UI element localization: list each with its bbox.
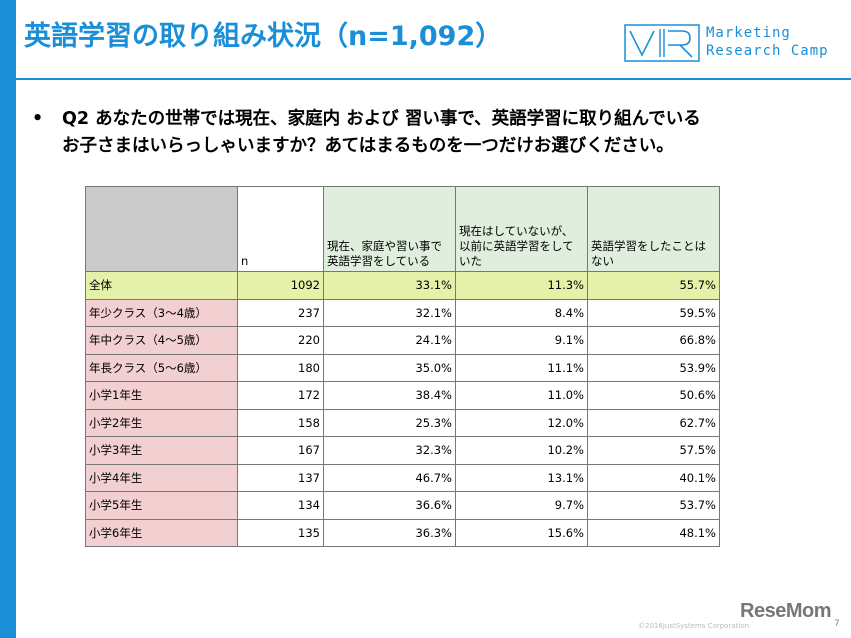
cell-never-learned: 50.6% bbox=[587, 381, 720, 410]
table-row: 小学6年生 135 36.3% 15.6% 48.1% bbox=[85, 518, 720, 547]
cell-never-learned: 40.1% bbox=[587, 463, 720, 492]
cell-currently-learning: 36.3% bbox=[323, 518, 456, 547]
cell-previously-learned: 11.3% bbox=[455, 271, 588, 300]
cell-never-learned: 48.1% bbox=[587, 518, 720, 547]
question-line-2: お子さまはいらっしゃいますか？あてはまるものを一つだけお選びください。 bbox=[62, 136, 674, 156]
row-label: 小学4年生 bbox=[85, 463, 238, 492]
cell-currently-learning: 32.1% bbox=[323, 298, 456, 327]
cell-currently-learning: 33.1% bbox=[323, 271, 456, 300]
cell-n: 220 bbox=[237, 326, 324, 355]
mrc-logo-icon bbox=[624, 24, 700, 62]
table-row: 年少クラス（3～4歳） 237 32.1% 8.4% 59.5% bbox=[85, 298, 720, 327]
row-label: 全体 bbox=[85, 271, 238, 300]
table-row: 小学3年生 167 32.3% 10.2% 57.5% bbox=[85, 436, 720, 465]
cell-currently-learning: 32.3% bbox=[323, 436, 456, 465]
cell-previously-learned: 12.0% bbox=[455, 408, 588, 437]
row-label: 小学6年生 bbox=[85, 518, 238, 547]
cell-n: 172 bbox=[237, 381, 324, 410]
header-n: n bbox=[237, 186, 324, 272]
row-label: 年少クラス（3～4歳） bbox=[85, 298, 238, 327]
left-accent-bar bbox=[0, 0, 16, 638]
cell-previously-learned: 15.6% bbox=[455, 518, 588, 547]
cell-never-learned: 53.9% bbox=[587, 353, 720, 382]
cell-previously-learned: 13.1% bbox=[455, 463, 588, 492]
row-label: 小学2年生 bbox=[85, 408, 238, 437]
cell-currently-learning: 46.7% bbox=[323, 463, 456, 492]
table-row-total: 全体 1092 33.1% 11.3% 55.7% bbox=[85, 271, 720, 300]
row-label: 小学5年生 bbox=[85, 491, 238, 520]
cell-never-learned: 66.8% bbox=[587, 326, 720, 355]
table-header-row: n 現在、家庭や習い事で英語学習をしている 現在はしていないが、以前に英語学習を… bbox=[85, 186, 720, 272]
row-label: 小学3年生 bbox=[85, 436, 238, 465]
page-number: 7 bbox=[834, 619, 840, 629]
table-row: 小学5年生 134 36.6% 9.7% 53.7% bbox=[85, 491, 720, 520]
header-currently-learning: 現在、家庭や習い事で英語学習をしている bbox=[323, 186, 456, 272]
cell-never-learned: 57.5% bbox=[587, 436, 720, 465]
cell-currently-learning: 35.0% bbox=[323, 353, 456, 382]
cell-previously-learned: 11.1% bbox=[455, 353, 588, 382]
row-label: 年長クラス（5～6歳） bbox=[85, 353, 238, 382]
header-previously-learned: 現在はしていないが、以前に英語学習をしていた bbox=[455, 186, 588, 272]
cell-currently-learning: 38.4% bbox=[323, 381, 456, 410]
cell-previously-learned: 9.7% bbox=[455, 491, 588, 520]
cell-n: 237 bbox=[237, 298, 324, 327]
results-table: n 現在、家庭や習い事で英語学習をしている 現在はしていないが、以前に英語学習を… bbox=[85, 186, 720, 547]
table-row: 小学4年生 137 46.7% 13.1% 40.1% bbox=[85, 463, 720, 492]
cell-currently-learning: 25.3% bbox=[323, 408, 456, 437]
table-row: 小学1年生 172 38.4% 11.0% 50.6% bbox=[85, 381, 720, 410]
resemom-watermark: ReseMom bbox=[740, 600, 831, 622]
table-row: 小学2年生 158 25.3% 12.0% 62.7% bbox=[85, 408, 720, 437]
bullet-marker: • bbox=[32, 109, 44, 129]
cell-never-learned: 53.7% bbox=[587, 491, 720, 520]
table-row: 年長クラス（5～6歳） 180 35.0% 11.1% 53.9% bbox=[85, 353, 720, 382]
cell-n: 1092 bbox=[237, 271, 324, 300]
copyright-text: ©2016JustSystems Corporation bbox=[638, 622, 750, 630]
slide-title: 英語学習の取り組み状況（n=1,092） bbox=[24, 21, 503, 52]
cell-currently-learning: 24.1% bbox=[323, 326, 456, 355]
cell-previously-learned: 11.0% bbox=[455, 381, 588, 410]
table-row: 年中クラス（4～5歳） 220 24.1% 9.1% 66.8% bbox=[85, 326, 720, 355]
cell-previously-learned: 10.2% bbox=[455, 436, 588, 465]
cell-n: 158 bbox=[237, 408, 324, 437]
cell-n: 135 bbox=[237, 518, 324, 547]
marketing-research-camp-logo: Marketing Research Camp bbox=[624, 24, 844, 64]
cell-currently-learning: 36.6% bbox=[323, 491, 456, 520]
row-label: 小学1年生 bbox=[85, 381, 238, 410]
cell-previously-learned: 8.4% bbox=[455, 298, 588, 327]
cell-n: 137 bbox=[237, 463, 324, 492]
header-never-learned: 英語学習をしたことはない bbox=[587, 186, 720, 272]
cell-n: 167 bbox=[237, 436, 324, 465]
cell-never-learned: 62.7% bbox=[587, 408, 720, 437]
question-line-1: Q2 あなたの世帯では現在、家庭内 および 習い事で、英語学習に取り組んでいる bbox=[62, 109, 701, 129]
cell-n: 134 bbox=[237, 491, 324, 520]
logo-line-1: Marketing bbox=[706, 25, 791, 41]
cell-n: 180 bbox=[237, 353, 324, 382]
row-label: 年中クラス（4～5歳） bbox=[85, 326, 238, 355]
cell-never-learned: 59.5% bbox=[587, 298, 720, 327]
logo-wordmark: Marketing Research Camp bbox=[706, 24, 829, 60]
header-corner-cell bbox=[85, 186, 238, 272]
title-divider bbox=[16, 78, 851, 80]
cell-previously-learned: 9.1% bbox=[455, 326, 588, 355]
logo-line-2: Research Camp bbox=[706, 43, 829, 59]
cell-never-learned: 55.7% bbox=[587, 271, 720, 300]
